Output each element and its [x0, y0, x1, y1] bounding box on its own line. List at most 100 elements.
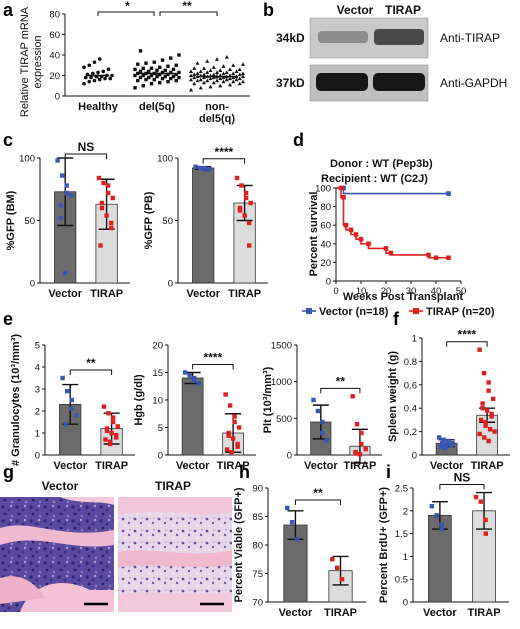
panel-a-point-healthy-0: [82, 81, 86, 86]
panel-a-point-nondel5q-56: [237, 67, 242, 71]
panel-d-series-0-marker-1: [341, 185, 346, 191]
panel-f-ytick-label-3: 0.6: [404, 380, 417, 391]
panel-a-point-nondel5q-41: [202, 72, 206, 77]
panel-h-ytick-label-1: 75: [252, 569, 263, 580]
panel-e-hgb-point-vector-4: [196, 381, 201, 386]
panel-a-point-del5q-12: [138, 75, 143, 80]
panel-a-point-nondel5q-21: [228, 76, 232, 81]
histology-tirap-bone-1: [118, 497, 232, 515]
panel-h-xlabel-tirap: TIRAP: [324, 607, 357, 619]
panel-c-bm-xlabel-tirap: TIRAP: [90, 288, 123, 300]
panel-a-sig-label-2: **: [182, 0, 192, 13]
panel-d-survival-chart: Donor : WT (Pep3b) Recipient : WT (C2J) …: [302, 158, 495, 318]
panel-f-spleen-chart: 0 0.2 0.4 0.6 0.8 1 Vector TIRAP Spleen weight (…: [387, 328, 510, 472]
panel-a-point-healthy-6: [83, 75, 88, 80]
panel-a-point-del5q-37: [158, 65, 162, 69]
panel-b-western-blot: Vector TIRAP 34kD 37kD Anti-TIRAP Anti-G…: [276, 3, 507, 102]
panel-e-plt-point-vector-3: [319, 430, 325, 436]
panel-label-i: i: [386, 462, 391, 482]
panel-a-point-del5q-20: [158, 72, 162, 77]
panel-a-point-nondel5q-23: [192, 75, 197, 80]
panel-e-plt-point-vector-1: [315, 408, 321, 414]
panel-f-point-vector-11: [442, 445, 448, 451]
panel-a-point-del5q-21: [166, 72, 170, 77]
panel-a-point-nondel5q-10: [231, 79, 236, 84]
panel-label-h: h: [239, 462, 250, 482]
panel-a-ytick-label-2: 40: [49, 51, 60, 62]
panel-f-point-tirap-4: [490, 396, 496, 402]
panel-c-bm-point-tirap-3: [105, 190, 111, 196]
panel-i-ytick-label-5: 2.5: [395, 484, 408, 495]
panel-h-ylabel: Percent Viable (GFP+): [233, 487, 245, 602]
legend-tirap-marker: [413, 308, 419, 314]
panel-e-plt-ylabel: Plt (10³/mm³): [262, 366, 274, 433]
panel-e-hgb-point-tirap-6: [226, 433, 231, 438]
panel-e-hgb-point-tirap-10: [224, 447, 230, 452]
panel-c-bm-xlabel-vector: Vector: [48, 288, 82, 300]
panel-a-point-nondel5q-64: [205, 59, 210, 63]
panel-a-point-healthy-2: [92, 78, 97, 83]
panel-a-point-nondel5q-45: [241, 71, 245, 76]
panel-a-point-nondel5q-12: [195, 78, 200, 83]
panel-i-sig-bracket: [439, 484, 485, 490]
blot-band-vector-tirap: [318, 31, 368, 43]
panel-a-point-del5q-28: [177, 70, 181, 75]
panel-c-bm-point-tirap-5: [99, 200, 105, 206]
panel-e-hgb-point-tirap-9: [235, 444, 240, 449]
panel-d-ytick-label-4: 80: [320, 202, 331, 213]
panel-e-plt-ytick-label-3: 1500: [271, 341, 292, 352]
panel-f-point-vector-4: [450, 441, 455, 446]
panel-d-ytick-label-0: 0: [326, 277, 331, 288]
panel-e-gran-ytick-label-2: 2: [35, 407, 40, 418]
panel-a-point-nondel5q-26: [221, 75, 226, 80]
panel-e-gran-ytick-label-3: 3: [35, 385, 40, 396]
panel-a-point-healthy-7: [89, 75, 93, 80]
panel-a-point-healthy-13: [90, 71, 95, 76]
panel-e-hgb-ytick-label-2: 10: [152, 396, 163, 407]
panel-a-point-nondel5q-17: [189, 77, 193, 82]
panel-d-xtick-label-4: 40: [431, 286, 442, 297]
panel-a-point-healthy-18: [87, 63, 92, 68]
panel-d-ytick-label-1: 20: [320, 258, 331, 269]
panel-a-point-del5q-45: [177, 53, 181, 57]
panel-d-series-1-marker-23: [446, 255, 451, 261]
panel-e-gran-point-tirap-10: [103, 437, 108, 442]
panel-a-point-nondel5q-50: [234, 69, 239, 73]
panel-a-point-nondel5q-22: [237, 76, 242, 81]
panel-i-point-vector-1: [434, 513, 439, 518]
panel-e-hgb-point-tirap-0: [223, 392, 228, 397]
panel-c-bm-point-tirap-2: [105, 183, 111, 188]
panel-a-point-del5q-0: [133, 86, 137, 90]
panel-e-gran-point-tirap-1: [106, 411, 111, 416]
panel-a-point-healthy-11: [110, 73, 114, 78]
panel-d-ytick-label-2: 40: [320, 239, 331, 250]
legend-vector-label: Vector (n=18): [319, 306, 389, 318]
panel-e-plt-ytick-label-2: 1000: [271, 377, 292, 388]
panel-d-series-1-marker-11: [358, 236, 364, 242]
panel-e-gran-point-tirap-3: [110, 419, 116, 425]
panel-d-legend: Vector (n=18) TIRAP (n=20): [302, 306, 495, 318]
panel-a-point-del5q-22: [174, 72, 178, 77]
panel-e-plt-ytick-label-1: 500: [276, 414, 292, 425]
panel-c-bm-point-tirap-1: [101, 180, 106, 186]
panel-f-xlabel-vector: Vector: [430, 460, 464, 472]
panel-i-ytick-label-1: 0.5: [395, 575, 408, 586]
panel-e-gran-ytick-label-0: 0: [35, 451, 40, 462]
panel-c-pb-point-tirap-9: [247, 243, 252, 248]
panel-a-point-del5q-10: [169, 76, 173, 81]
panel-f-ytick-label-2: 0.4: [404, 404, 417, 415]
panel-e-hgb-xlabel-vector: Vector: [176, 460, 210, 472]
panel-c-pb-sig-bracket: [202, 158, 246, 164]
panel-a-point-del5q-41: [144, 61, 148, 65]
panel-c-pb-point-vector-1: [197, 165, 203, 171]
panel-a-point-nondel5q-16: [234, 77, 239, 82]
panel-e-gran-point-vector-2: [69, 397, 74, 403]
panel-e-hgb-point-tirap-3: [232, 419, 237, 425]
panel-c-bm-point-tirap-8: [108, 220, 114, 226]
panel-e-gran-point-tirap-9: [114, 435, 119, 440]
panel-c-pb-point-tirap-8: [246, 220, 252, 226]
panel-h-xlabel-vector: Vector: [279, 607, 313, 619]
panel-a-point-del5q-46: [138, 49, 143, 53]
panel-d-series-1-marker-19: [426, 252, 431, 258]
